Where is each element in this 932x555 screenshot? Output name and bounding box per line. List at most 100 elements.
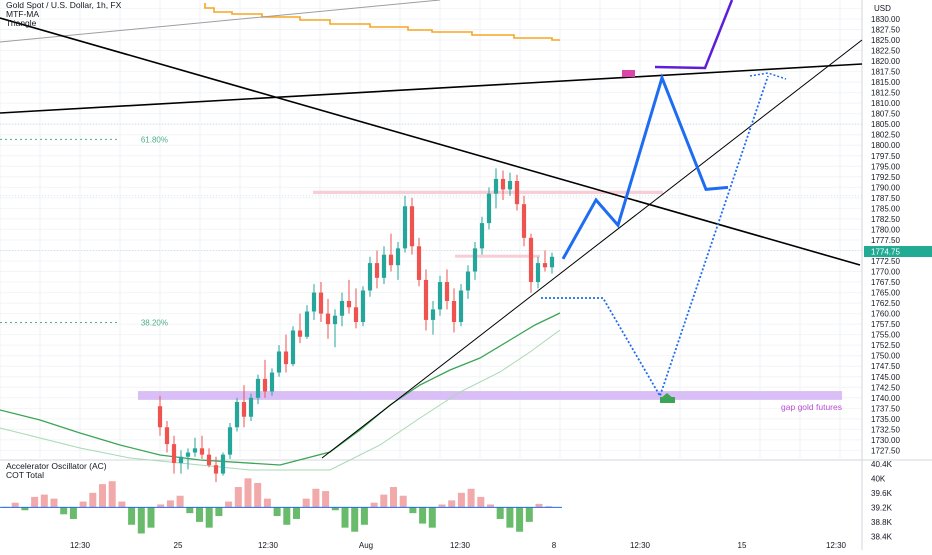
oscillator-bar [147, 507, 155, 528]
price-tick-label: 1785.00 [871, 204, 900, 213]
zones: gap gold futures [138, 190, 842, 412]
time-axis[interactable]: 12:30 25 12:30 Aug 12:30 8 12:30 15 12:30 [70, 541, 847, 550]
candle-body [416, 246, 422, 280]
price-tick-label: 1777.50 [871, 236, 900, 245]
mtf-ma-line [204, 3, 560, 41]
candle-body [241, 402, 247, 417]
oscillator-bar [128, 507, 136, 525]
drawings[interactable] [0, 0, 863, 459]
price-tick-label: 1742.50 [871, 383, 900, 392]
currency-label: USD [874, 4, 891, 13]
price-tick-label: 1825.00 [871, 36, 900, 45]
candle-body [171, 444, 177, 464]
price-tick-label: 1770.00 [871, 268, 900, 277]
oscillator-bar [244, 478, 252, 508]
price-tick-label: 1797.50 [871, 152, 900, 161]
candle-body [164, 427, 170, 445]
candle-body [206, 454, 212, 466]
trendline-upper [0, 63, 863, 114]
price-tick-label: 1735.00 [871, 415, 900, 424]
oscillator-bar [399, 495, 407, 508]
candle-body [227, 427, 233, 455]
candle-body [339, 300, 345, 316]
target-path [541, 75, 769, 399]
oscillator-bar [428, 507, 436, 528]
candle-body [332, 315, 338, 325]
candles [157, 168, 555, 482]
candle-body [213, 465, 219, 474]
price-tick-label: 1757.50 [871, 320, 900, 329]
oscillator-bar [302, 498, 310, 508]
fib-level-label: 61.80% [141, 135, 168, 144]
price-tick-label: 1830.00 [871, 15, 900, 24]
time-tick-label: 8 [552, 541, 557, 550]
candle-body [255, 378, 261, 398]
oscillator-tick-label: 40K [871, 474, 886, 483]
price-tick-label: 1772.50 [871, 257, 900, 266]
price-tick-label: 1792.50 [871, 173, 900, 182]
candle-body [528, 237, 534, 283]
oscillator-bar [137, 507, 145, 534]
candle-body [549, 256, 555, 268]
oscillator-bar [60, 507, 68, 515]
candle-body [423, 279, 429, 320]
time-tick-label: 12:30 [826, 541, 847, 550]
candle-body [192, 448, 198, 453]
oscillator-bar [50, 498, 58, 508]
pullback-zone [455, 254, 540, 258]
oscillator-bar [166, 500, 174, 508]
oscillator-bar [360, 507, 368, 525]
candle-body [500, 178, 506, 190]
oscillator-bar [176, 495, 184, 508]
gap-zone [138, 391, 842, 400]
oscillator-bar [331, 507, 339, 511]
oscillator-bar [535, 503, 543, 508]
price-tick-label: 1802.50 [871, 131, 900, 140]
candle-body [444, 282, 450, 301]
candle-body [353, 307, 359, 323]
price-tick-label: 1790.00 [871, 183, 900, 192]
candle-body [360, 290, 366, 323]
candle-body [367, 263, 373, 291]
trendline-ascending [321, 39, 863, 459]
price-tick-label: 1752.50 [871, 341, 900, 350]
candle-body [402, 206, 408, 249]
candle-body [311, 292, 317, 312]
oscillator-bar [225, 501, 233, 508]
price-tick-label: 1727.50 [871, 446, 900, 455]
oscillator-bar [31, 496, 39, 508]
oscillator-tick-label: 38.8K [871, 518, 893, 527]
candle-body [318, 292, 324, 314]
green-marker [660, 397, 675, 403]
price-tick-label: 1767.50 [871, 278, 900, 287]
resistance-zone [313, 190, 663, 195]
candle-body [451, 300, 457, 323]
price-tick-label: 1822.50 [871, 47, 900, 56]
oscillator-bar [506, 507, 514, 528]
moving-averages [0, 3, 561, 471]
candle-body [458, 290, 464, 323]
oscillator-bar [69, 507, 77, 519]
candle-body [472, 248, 478, 272]
oscillator-tick-label: 40.4K [871, 460, 893, 469]
oscillator-bar [79, 501, 87, 508]
price-tick-label: 1755.00 [871, 331, 900, 340]
oscillator-bar [322, 491, 330, 508]
oscillator-bar [11, 502, 19, 508]
price-tick-label: 1817.50 [871, 68, 900, 77]
price-tick-label: 1765.00 [871, 289, 900, 298]
candle-body [220, 454, 226, 474]
candle-body [437, 282, 443, 310]
green-marker-arrow [660, 393, 674, 399]
candle-body [325, 313, 331, 325]
oscillator-bar [370, 502, 378, 508]
price-tick-label: 1807.50 [871, 110, 900, 119]
oscillator-bar [186, 507, 194, 514]
oscillator-bar [263, 498, 271, 508]
candle-body [514, 181, 520, 205]
oscillator-bar [40, 494, 48, 508]
indicator-mtf-ma-label: MTF-MA [6, 9, 40, 19]
